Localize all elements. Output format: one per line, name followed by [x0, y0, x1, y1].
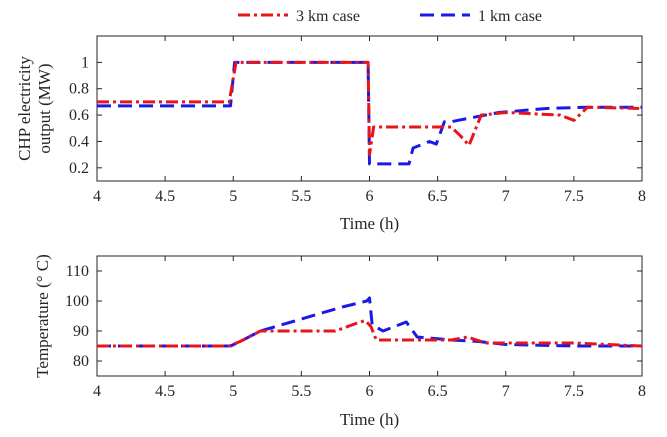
y-ticks-top: 0.2 0.4 0.6 0.8 1	[69, 54, 642, 177]
x-tick-label: 7.5	[564, 383, 584, 400]
series-line-3km	[97, 319, 643, 348]
x-tick-label: 7.5	[564, 188, 584, 205]
x-axis-label-bottom: Time (h)	[340, 410, 399, 429]
x-ticks-bottom: 4 4.5 5 5.5 6 6.5 7 7.5 8	[93, 256, 646, 400]
x-tick-label: 4.5	[155, 188, 175, 205]
chart-bottom: 4 4.5 5 5.5 6 6.5 7 7.5 8 80 90 100 110 Time (h) Te…	[33, 254, 646, 429]
y-tick-label: 0.8	[69, 81, 89, 98]
y-ticks-bottom: 80 90 100 110	[65, 263, 642, 370]
y-axis-label-top-line1: CHP electricity	[15, 56, 34, 161]
x-tick-label: 6	[366, 383, 374, 400]
plot-area-bottom	[96, 255, 643, 377]
x-tick-label: 5	[229, 188, 237, 205]
x-tick-label: 5.5	[291, 383, 311, 400]
x-tick-label: 6	[366, 188, 374, 205]
y-axis-label-top-line2: output (MW)	[35, 63, 54, 153]
series-line-1km	[97, 60, 642, 166]
y-tick-label: 80	[73, 353, 89, 370]
x-tick-label: 4	[93, 383, 101, 400]
y-tick-label: 0.2	[69, 160, 89, 177]
legend-label-1km: 1 km case	[478, 8, 542, 25]
x-axis-label-top: Time (h)	[340, 214, 399, 233]
y-tick-label: 110	[66, 263, 89, 280]
series-group-top	[97, 60, 643, 166]
x-tick-label: 8	[638, 383, 646, 400]
x-tick-label: 4.5	[155, 383, 175, 400]
x-tick-label: 5	[229, 383, 237, 400]
x-tick-label: 6.5	[428, 188, 448, 205]
y-axis-label-bottom: Temperature (° C)	[33, 254, 52, 378]
x-tick-label: 7	[502, 188, 510, 205]
y-tick-label: 1	[81, 54, 89, 71]
y-tick-label: 0.6	[69, 107, 89, 124]
x-tick-label: 6.5	[428, 383, 448, 400]
x-tick-label: 5.5	[291, 188, 311, 205]
series-group-bottom	[97, 296, 643, 348]
x-tick-label: 8	[638, 188, 646, 205]
y-tick-label: 0.4	[69, 133, 89, 150]
series-line-1km	[97, 296, 642, 348]
chart-top: 4 4.5 5 5.5 6 6.5 7 7.5 8 0.2 0.4 0.6 0.8 1 Time (h)…	[15, 35, 646, 233]
legend-label-3km: 3 km case	[296, 8, 360, 25]
y-tick-label: 90	[73, 323, 89, 340]
x-tick-label: 4	[93, 188, 101, 205]
legend: 3 km case 1 km case	[238, 8, 542, 25]
x-tick-label: 7	[502, 383, 510, 400]
series-line-3km	[97, 60, 643, 157]
y-tick-label: 100	[65, 293, 89, 310]
x-ticks-top: 4 4.5 5 5.5 6 6.5 7 7.5 8	[93, 36, 646, 205]
